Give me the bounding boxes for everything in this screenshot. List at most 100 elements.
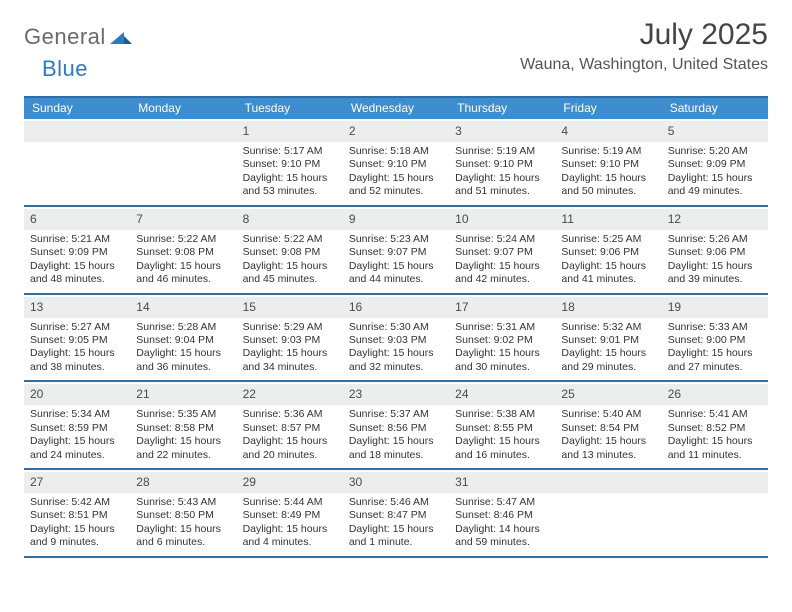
daylight-text: and 53 minutes. [243, 185, 337, 198]
day-number: 26 [668, 387, 681, 401]
day-cell: 17Sunrise: 5:31 AMSunset: 9:02 PMDayligh… [449, 295, 555, 381]
sunrise-text: Sunrise: 5:23 AM [349, 233, 443, 246]
daylight-text: Daylight: 15 hours [30, 347, 124, 360]
daylight-text: Daylight: 15 hours [243, 347, 337, 360]
daynum-bar: 11 [555, 209, 661, 230]
daylight-text: and 46 minutes. [136, 273, 230, 286]
daylight-text: Daylight: 15 hours [455, 435, 549, 448]
daylight-text: and 44 minutes. [349, 273, 443, 286]
daynum-bar: 20 [24, 384, 130, 405]
sunrise-text: Sunrise: 5:38 AM [455, 408, 549, 421]
day-cell: 30Sunrise: 5:46 AMSunset: 8:47 PMDayligh… [343, 470, 449, 556]
day-number: 27 [30, 475, 43, 489]
location-label: Wauna, Washington, United States [520, 56, 768, 74]
sunrise-text: Sunrise: 5:24 AM [455, 233, 549, 246]
daynum-bar: 10 [449, 209, 555, 230]
sunrise-text: Sunrise: 5:47 AM [455, 496, 549, 509]
sunset-text: Sunset: 8:56 PM [349, 422, 443, 435]
day-number: 22 [243, 387, 256, 401]
sunrise-text: Sunrise: 5:21 AM [30, 233, 124, 246]
sunrise-text: Sunrise: 5:34 AM [30, 408, 124, 421]
day-number: 6 [30, 212, 37, 226]
sunrise-text: Sunrise: 5:36 AM [243, 408, 337, 421]
dow-sat: Saturday [662, 98, 768, 119]
sunrise-text: Sunrise: 5:46 AM [349, 496, 443, 509]
sunset-text: Sunset: 9:07 PM [349, 246, 443, 259]
daylight-text: Daylight: 15 hours [136, 435, 230, 448]
sunset-text: Sunset: 9:10 PM [455, 158, 549, 171]
dow-sun: Sunday [24, 98, 130, 119]
daynum-bar [130, 121, 236, 142]
daylight-text: and 32 minutes. [349, 361, 443, 374]
daylight-text: Daylight: 15 hours [561, 435, 655, 448]
day-number: 25 [561, 387, 574, 401]
sunrise-text: Sunrise: 5:41 AM [668, 408, 762, 421]
daynum-bar: 26 [662, 384, 768, 405]
day-cell: 1Sunrise: 5:17 AMSunset: 9:10 PMDaylight… [237, 119, 343, 205]
sunset-text: Sunset: 9:09 PM [30, 246, 124, 259]
daynum-bar: 18 [555, 297, 661, 318]
daylight-text: and 24 minutes. [30, 449, 124, 462]
daylight-text: Daylight: 15 hours [136, 260, 230, 273]
day-number: 29 [243, 475, 256, 489]
daynum-bar: 30 [343, 472, 449, 493]
daylight-text: and 4 minutes. [243, 536, 337, 549]
daylight-text: and 48 minutes. [30, 273, 124, 286]
day-number: 15 [243, 300, 256, 314]
sunset-text: Sunset: 9:01 PM [561, 334, 655, 347]
sunset-text: Sunset: 9:00 PM [668, 334, 762, 347]
day-cell: 12Sunrise: 5:26 AMSunset: 9:06 PMDayligh… [662, 207, 768, 293]
daylight-text: Daylight: 15 hours [455, 260, 549, 273]
daynum-bar: 9 [343, 209, 449, 230]
daylight-text: and 36 minutes. [136, 361, 230, 374]
daylight-text: Daylight: 15 hours [349, 435, 443, 448]
daylight-text: and 52 minutes. [349, 185, 443, 198]
daylight-text: Daylight: 15 hours [349, 523, 443, 536]
daylight-text: and 51 minutes. [455, 185, 549, 198]
day-cell: 21Sunrise: 5:35 AMSunset: 8:58 PMDayligh… [130, 382, 236, 468]
day-number: 12 [668, 212, 681, 226]
day-number: 17 [455, 300, 468, 314]
daylight-text: Daylight: 15 hours [30, 260, 124, 273]
daynum-bar: 25 [555, 384, 661, 405]
day-cell: 25Sunrise: 5:40 AMSunset: 8:54 PMDayligh… [555, 382, 661, 468]
sunrise-text: Sunrise: 5:19 AM [561, 145, 655, 158]
day-cell: 28Sunrise: 5:43 AMSunset: 8:50 PMDayligh… [130, 470, 236, 556]
sunset-text: Sunset: 9:10 PM [349, 158, 443, 171]
daynum-bar [662, 472, 768, 493]
daylight-text: and 16 minutes. [455, 449, 549, 462]
sunrise-text: Sunrise: 5:29 AM [243, 321, 337, 334]
sunset-text: Sunset: 9:06 PM [668, 246, 762, 259]
sunrise-text: Sunrise: 5:28 AM [136, 321, 230, 334]
sunrise-text: Sunrise: 5:17 AM [243, 145, 337, 158]
daylight-text: Daylight: 15 hours [243, 435, 337, 448]
calendar-page: General July 2025 Wauna, Washington, Uni… [0, 0, 792, 558]
daynum-bar: 21 [130, 384, 236, 405]
day-number [668, 475, 671, 489]
sunset-text: Sunset: 9:10 PM [243, 158, 337, 171]
day-cell: 8Sunrise: 5:22 AMSunset: 9:08 PMDaylight… [237, 207, 343, 293]
daylight-text: and 18 minutes. [349, 449, 443, 462]
day-number: 1 [243, 124, 250, 138]
week-row: 13Sunrise: 5:27 AMSunset: 9:05 PMDayligh… [24, 295, 768, 383]
day-number: 20 [30, 387, 43, 401]
day-cell: 22Sunrise: 5:36 AMSunset: 8:57 PMDayligh… [237, 382, 343, 468]
daylight-text: Daylight: 15 hours [349, 347, 443, 360]
days-of-week-row: Sunday Monday Tuesday Wednesday Thursday… [24, 98, 768, 119]
sunset-text: Sunset: 8:50 PM [136, 509, 230, 522]
daylight-text: and 38 minutes. [30, 361, 124, 374]
day-number: 9 [349, 212, 356, 226]
daynum-bar [555, 472, 661, 493]
week-row: 20 Sunrise: 5:34 AMSunset: 8:59 PM Dayligh… [24, 382, 768, 470]
sunrise-text: Sunrise: 5:19 AM [455, 145, 549, 158]
daylight-text: Daylight: 15 hours [668, 260, 762, 273]
daylight-text: Daylight: 15 hours [668, 172, 762, 185]
daylight-text: and 45 minutes. [243, 273, 337, 286]
brand-general: General [24, 24, 106, 50]
sunset-text: Sunset: 8:59 PM [30, 422, 124, 435]
day-number: 28 [136, 475, 149, 489]
day-number: 18 [561, 300, 574, 314]
brand-mark-icon [110, 26, 132, 49]
sunset-text: Sunset: 9:10 PM [561, 158, 655, 171]
sunset-text: Sunset: 8:55 PM [455, 422, 549, 435]
